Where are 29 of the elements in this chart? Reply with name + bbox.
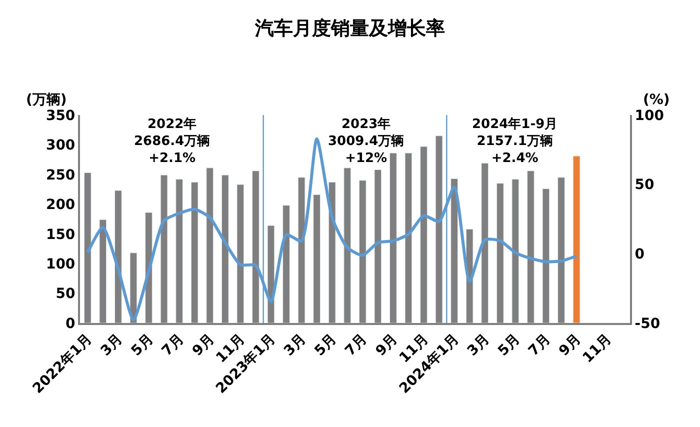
x-tick-label: 5月	[495, 331, 524, 360]
chart-title: 汽车月度销量及增长率	[254, 18, 445, 40]
y-tick-label: 0	[65, 316, 76, 332]
x-tick-label: 3月	[464, 331, 493, 360]
annotation: 2023年 3009.4万辆 +12%	[328, 117, 404, 166]
x-tick-label: 11月	[580, 331, 615, 366]
y-tick-label: 200	[46, 197, 76, 214]
annotation: 2024年1-9月 2157.1万辆 +2.4%	[472, 117, 558, 166]
y-tick-label: 250	[46, 167, 76, 184]
y2-tick-label: -50	[634, 316, 660, 332]
bar	[572, 156, 580, 323]
y2-axis-title: (%)	[643, 92, 670, 108]
x-tick-label: 7月	[526, 331, 554, 360]
x-tick-label: 7月	[158, 331, 188, 360]
x-tick-label: 7月	[342, 331, 370, 360]
y-tick-label: 150	[46, 226, 76, 243]
y-axis-title: (万辆)	[26, 92, 67, 108]
x-tick-label: 5月	[312, 331, 340, 360]
x-tick-label: 3月	[281, 331, 310, 360]
y-tick-label: 300	[46, 138, 76, 154]
y-tick-label: 100	[46, 256, 76, 272]
y2-tick-label: 50	[634, 177, 655, 194]
y-tick-label: 350	[46, 108, 76, 124]
y-tick-label: 50	[56, 286, 76, 302]
annotation: 2022年 2686.4万辆 +2.1%	[134, 117, 210, 166]
y2-tick-label: 100	[634, 108, 664, 124]
y2-tick-label: 0	[634, 246, 645, 263]
x-tick-label: 5月	[128, 331, 157, 360]
x-tick-label: 3月	[98, 331, 126, 360]
